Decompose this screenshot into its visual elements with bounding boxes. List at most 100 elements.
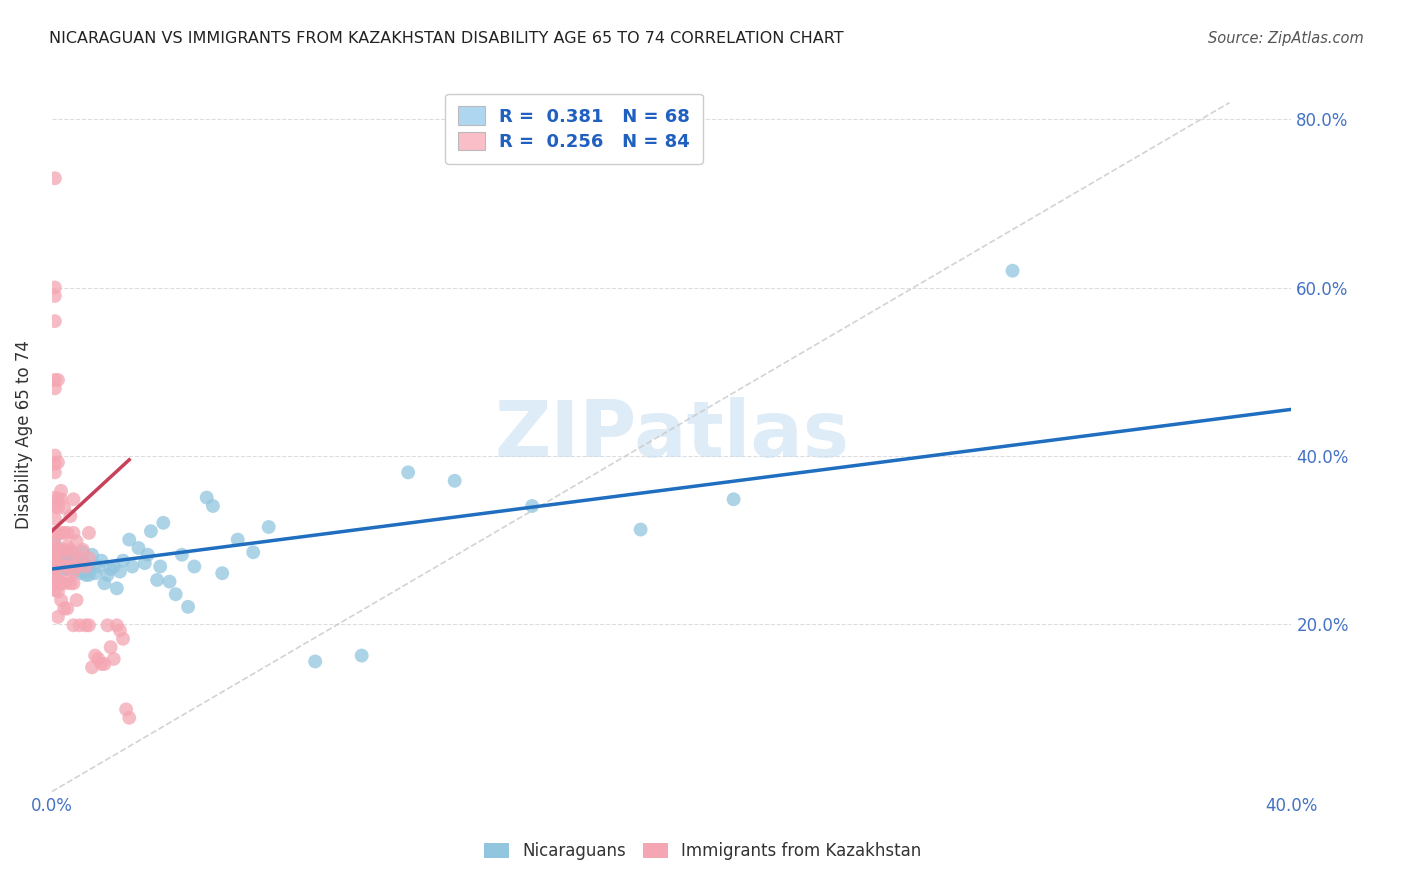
Point — [44, 511, 66, 525]
Point — [350, 648, 373, 663]
Point — [75, 559, 97, 574]
Point — [53, 500, 76, 515]
Point — [195, 491, 218, 505]
Point — [44, 562, 66, 576]
Point — [103, 559, 125, 574]
Point — [53, 559, 76, 574]
Point — [170, 548, 193, 562]
Point — [149, 559, 172, 574]
Point — [211, 566, 233, 581]
Point — [118, 711, 141, 725]
Point — [121, 559, 143, 574]
Point — [44, 539, 66, 553]
Point — [56, 558, 79, 572]
Point — [84, 566, 107, 581]
Point — [100, 640, 122, 655]
Point — [56, 539, 79, 553]
Point — [44, 537, 66, 551]
Point — [59, 542, 82, 557]
Point — [53, 545, 76, 559]
Point — [59, 509, 82, 524]
Point — [62, 556, 84, 570]
Point — [46, 500, 69, 515]
Point — [44, 531, 66, 545]
Point — [103, 652, 125, 666]
Point — [44, 576, 66, 591]
Point — [72, 542, 94, 557]
Point — [75, 568, 97, 582]
Point — [44, 556, 66, 570]
Point — [201, 499, 224, 513]
Point — [108, 624, 131, 638]
Point — [44, 466, 66, 480]
Point — [56, 562, 79, 576]
Point — [59, 559, 82, 574]
Point — [59, 559, 82, 574]
Point — [93, 576, 115, 591]
Point — [46, 542, 69, 557]
Point — [44, 280, 66, 294]
Point — [96, 618, 118, 632]
Point — [59, 545, 82, 559]
Point — [108, 565, 131, 579]
Point — [49, 483, 72, 498]
Point — [62, 492, 84, 507]
Text: NICARAGUAN VS IMMIGRANTS FROM KAZAKHSTAN DISABILITY AGE 65 TO 74 CORRELATION CHA: NICARAGUAN VS IMMIGRANTS FROM KAZAKHSTAN… — [49, 31, 844, 46]
Point — [46, 373, 69, 387]
Point — [65, 562, 87, 576]
Point — [46, 545, 69, 559]
Point — [44, 552, 66, 566]
Point — [44, 373, 66, 387]
Point — [69, 558, 91, 572]
Y-axis label: Disability Age 65 to 74: Disability Age 65 to 74 — [15, 340, 32, 529]
Point — [139, 524, 162, 539]
Point — [62, 548, 84, 562]
Point — [44, 171, 66, 186]
Point — [62, 562, 84, 576]
Point — [46, 455, 69, 469]
Point — [44, 491, 66, 505]
Point — [46, 558, 69, 572]
Point — [77, 568, 100, 582]
Point — [72, 545, 94, 559]
Point — [44, 457, 66, 471]
Point — [53, 542, 76, 557]
Point — [304, 655, 326, 669]
Point — [46, 584, 69, 599]
Point — [118, 533, 141, 547]
Point — [44, 570, 66, 584]
Point — [62, 565, 84, 579]
Point — [44, 548, 66, 562]
Point — [159, 574, 181, 589]
Point — [90, 553, 112, 567]
Point — [56, 551, 79, 566]
Point — [49, 558, 72, 572]
Point — [59, 576, 82, 591]
Point — [72, 556, 94, 570]
Point — [134, 556, 156, 570]
Point — [396, 466, 419, 480]
Point — [165, 587, 187, 601]
Point — [62, 618, 84, 632]
Point — [53, 553, 76, 567]
Point — [69, 551, 91, 566]
Point — [44, 566, 66, 581]
Point — [128, 541, 150, 555]
Point — [46, 559, 69, 574]
Point — [44, 582, 66, 597]
Point — [53, 562, 76, 576]
Point — [44, 542, 66, 557]
Point — [56, 559, 79, 574]
Point — [112, 553, 135, 567]
Point — [69, 566, 91, 581]
Point — [115, 702, 138, 716]
Point — [520, 499, 543, 513]
Point — [226, 533, 249, 547]
Point — [44, 549, 66, 564]
Point — [1001, 263, 1024, 277]
Point — [62, 576, 84, 591]
Point — [72, 565, 94, 579]
Point — [84, 648, 107, 663]
Point — [87, 559, 110, 574]
Point — [80, 548, 103, 562]
